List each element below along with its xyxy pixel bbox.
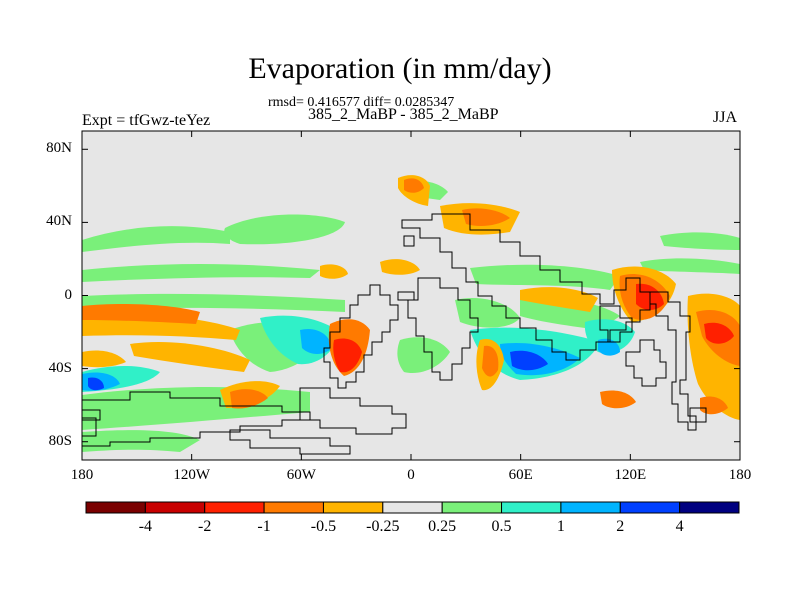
coastline-australia [625,339,667,387]
contour-region [462,208,510,226]
evaporation-contours [82,175,740,452]
contour-region [82,264,320,282]
season-label: JJA [713,109,738,126]
coastline-antarctic-peninsula [229,429,351,455]
colorbar [85,501,740,514]
y-tick-label: 0 [64,286,73,303]
colorbar-swatch [204,501,265,514]
coastline-island [403,235,415,247]
contour-region [640,258,740,274]
colorbar-label: 2 [616,518,625,535]
contour-region [88,377,104,391]
contour-region [660,232,740,250]
experiment-label: Expt = tfGwz-teYez [82,112,211,129]
contour-region [482,345,499,377]
colorbar-swatch [263,501,324,514]
coastline-antarctica-south [82,409,101,421]
colorbar-swatch [560,501,621,514]
contour-region [82,430,200,452]
colorbar-swatch [501,501,562,514]
contour-region [520,287,598,312]
coastline-antarctica-west [82,391,311,447]
coastline-island [689,407,707,423]
x-tick-label: 60E [508,467,533,483]
subtitle: 385_2_MaBP - 385_2_MaBP [308,106,499,123]
contour-region [82,315,240,340]
colorbar-label: -1 [257,518,271,535]
x-tick-label: 120E [614,467,647,483]
coastline-pacific-land [649,291,697,431]
axis-ticks [81,131,741,460]
colorbar-label: -0.5 [310,518,337,535]
coastline-africa [407,277,479,381]
map-area [81,130,741,461]
contour-region [320,264,348,279]
colorbar-label: 4 [675,518,684,535]
colorbar-label: -4 [138,518,153,535]
contour-region [82,226,230,252]
contour-region [130,341,250,372]
colorbar-swatch [441,501,503,514]
colorbar-label: 1 [556,518,565,535]
contour-region [333,338,362,373]
stats-line: rmsd= 0.416577 diff= 0.0285347 [268,95,455,110]
y-tick-label: 40N [46,213,72,230]
colorbar-swatch [322,501,384,514]
coastline-island [82,417,97,437]
coastline-antarctica-east [299,387,407,435]
colorbar-swatch [85,501,146,514]
contour-region [704,322,734,344]
plot-title: Evaporation (in mm/day) [248,52,552,85]
coastline-south-america [323,284,399,389]
coastline-indochina [599,305,633,343]
x-tick-label: 120W [173,467,210,483]
x-tick-label: 60W [286,467,316,483]
coastline-eurasia [401,213,651,361]
contour-region [404,178,424,193]
contour-region [82,304,200,324]
contour-region [700,396,728,415]
contour-region [397,337,450,374]
x-tick-label: 180 [728,467,752,483]
colorbar-label: -2 [198,518,212,535]
coastlines [82,213,707,455]
contour-region [510,350,548,371]
contour-region [455,298,520,328]
colorbar-swatch [382,501,443,514]
x-tick-label: 0 [407,467,415,483]
y-tick-label: 40S [48,359,72,376]
contour-region [82,350,126,368]
coastline-island [397,291,415,301]
contour-region [380,259,420,275]
colorbar-swatch [619,501,681,514]
y-tick-label: 80S [48,432,72,449]
y-tick-label: 80N [46,140,72,157]
contour-region [224,214,345,245]
colorbar-label: 0.5 [491,518,512,535]
contour-region [600,390,636,409]
colorbar-label: 0.25 [428,518,457,535]
colorbar-swatch [679,501,740,514]
x-tick-label: 180 [70,467,94,483]
contour-region [598,338,620,356]
colorbar-swatch [144,501,206,514]
colorbar-label: -0.25 [366,518,400,535]
contour-region [230,389,268,409]
